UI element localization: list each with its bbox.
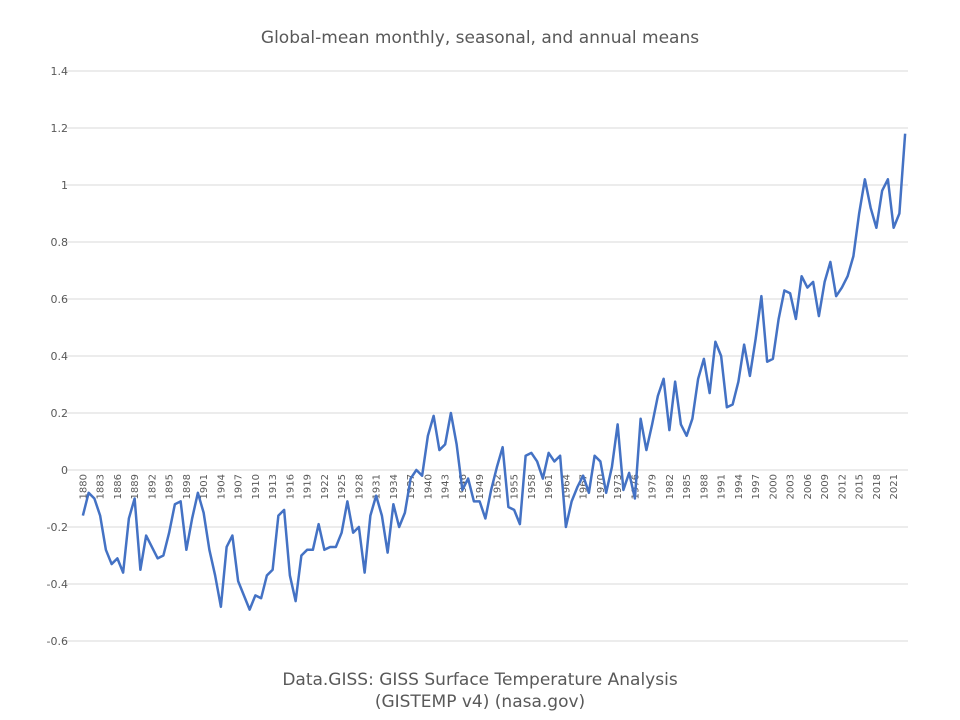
chart-source: Data.GISS: GISS Surface Temperature Anal…: [0, 669, 960, 713]
x-tick-label: 1961: [544, 474, 555, 499]
x-tick-label: 1922: [320, 474, 331, 499]
x-tick-label: 1952: [492, 474, 503, 499]
x-tick-label: 1910: [251, 474, 262, 499]
x-tick-label: 2000: [768, 474, 779, 499]
x-tick-label: 1886: [113, 474, 124, 499]
x-tick-label: 1919: [303, 474, 314, 499]
x-tick-label: 2021: [889, 474, 900, 499]
x-tick-label: 1991: [717, 474, 728, 499]
x-tick-label: 1898: [182, 474, 193, 499]
x-tick-label: 1964: [561, 474, 572, 499]
x-tick-label: 1958: [527, 474, 538, 499]
y-tick-label: 1: [61, 179, 68, 192]
x-tick-label: 1988: [699, 474, 710, 499]
series-line: [81, 133, 907, 611]
x-tick-label: 1955: [510, 474, 521, 499]
x-tick-label: 2003: [786, 474, 797, 499]
x-tick-label: 2006: [803, 474, 814, 499]
chart-title: Global-mean monthly, seasonal, and annua…: [260, 28, 700, 48]
x-tick-label: 1904: [216, 474, 227, 499]
x-tick-label: 1889: [130, 474, 141, 499]
y-tick-label: -0.4: [47, 578, 68, 591]
x-tick-label: 1994: [734, 474, 745, 499]
source-line-1: Data.GISS: GISS Surface Temperature Anal…: [282, 670, 678, 690]
x-tick-label: 1973: [613, 474, 624, 499]
y-tick-label: 0.8: [51, 236, 69, 249]
x-tick-label: 1940: [423, 474, 434, 499]
x-tick-label: 1970: [596, 474, 607, 499]
x-tick-label: 1901: [199, 474, 210, 499]
x-tick-label: 1949: [475, 474, 486, 499]
x-tick-label: 1967: [579, 474, 590, 499]
y-tick-label: 0.6: [51, 293, 69, 306]
x-tick-label: 1895: [165, 474, 176, 499]
x-tick-label: 1985: [682, 474, 693, 499]
x-tick-label: 1916: [285, 474, 296, 499]
x-tick-label: 1880: [78, 474, 89, 499]
x-tick-label: 1883: [96, 474, 107, 499]
x-tick-label: 1937: [406, 474, 417, 499]
x-tick-label: 1892: [147, 474, 158, 499]
y-tick-label: 0.4: [51, 350, 69, 363]
x-tick-label: 2015: [855, 474, 866, 499]
y-tick-label: -0.2: [47, 521, 68, 534]
y-tick-label: 1.2: [51, 122, 69, 135]
x-tick-label: 1943: [441, 474, 452, 499]
x-tick-label: 1997: [751, 474, 762, 499]
x-tick-label: 1907: [234, 474, 245, 499]
x-tick-label: 2009: [820, 474, 831, 499]
x-tick-label: 1982: [665, 474, 676, 499]
x-tick-label: 2012: [837, 474, 848, 499]
x-tick-label: 2018: [872, 474, 883, 499]
x-tick-label: 1934: [389, 474, 400, 499]
x-tick-label: 1931: [372, 474, 383, 499]
y-tick-label: 0.2: [51, 407, 69, 420]
x-tick-label: 1979: [648, 474, 659, 499]
y-tick-label: 1.4: [51, 65, 69, 78]
y-tick-label: -0.6: [47, 635, 68, 648]
source-line-2: (GISTEMP v4) (nasa.gov): [374, 692, 586, 712]
y-tick-label: 0: [61, 464, 68, 477]
x-tick-label: 1925: [337, 474, 348, 499]
x-tick-label: 1913: [268, 474, 279, 499]
x-tick-label: 1928: [354, 474, 365, 499]
